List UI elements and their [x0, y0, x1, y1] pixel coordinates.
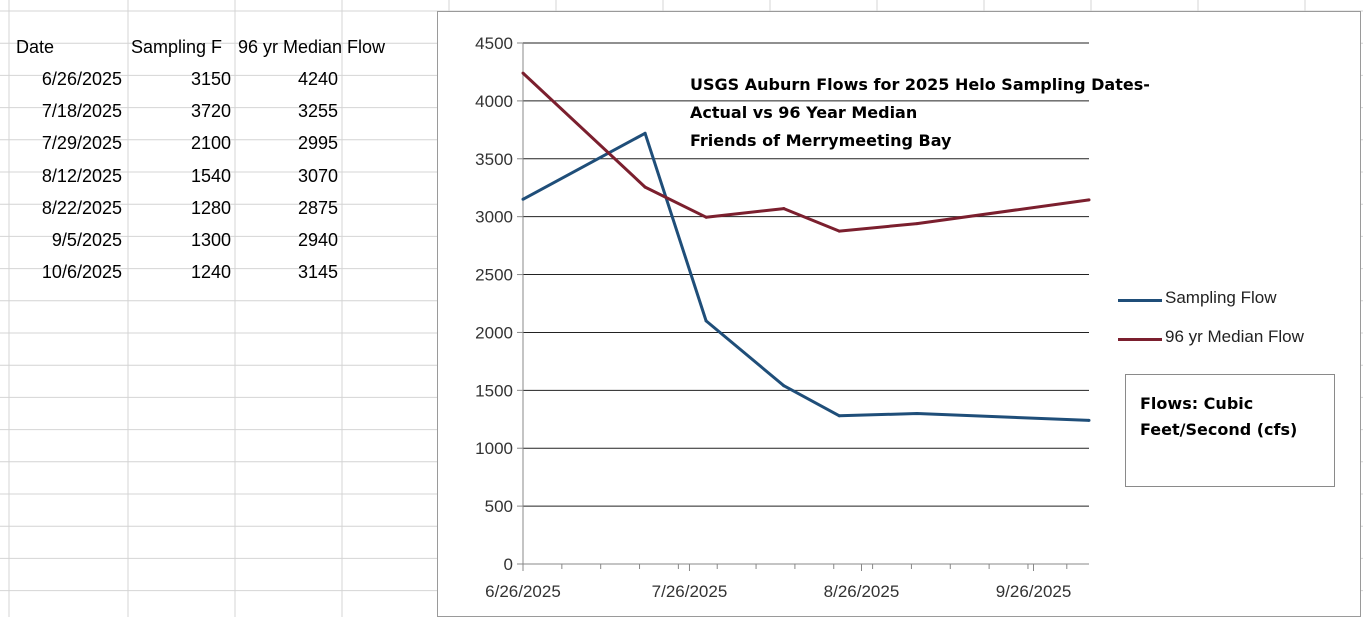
data-point: [704, 319, 708, 323]
sheet-cell[interactable]: 3150: [190, 69, 231, 89]
sheet-cell[interactable]: 3720: [190, 101, 231, 122]
data-point: [521, 71, 525, 75]
data-point: [1087, 418, 1091, 422]
sheet-cell[interactable]: 2995: [297, 133, 338, 154]
series-line-1: [521, 72, 1090, 233]
y-tick-label: 500: [485, 497, 513, 516]
sheet-cell[interactable]: 2875: [297, 197, 338, 218]
x-tick-label: 9/26/2025: [996, 582, 1072, 601]
data-point: [782, 207, 786, 211]
sheet-cell[interactable]: 8/22/2025: [41, 197, 122, 218]
y-tick-label: 4500: [475, 34, 513, 53]
sheet-cell[interactable]: 96 yr Median Flow: [238, 37, 386, 57]
y-tick-label: 2500: [475, 266, 513, 285]
data-point: [915, 411, 919, 415]
data-point: [643, 131, 647, 135]
data-point: [1087, 198, 1091, 202]
chart-area[interactable]: 0 500 1000 1500 2000 2500 3000 3500 4000 4500 6/26…: [437, 11, 1361, 617]
legend-swatch-sampling-flow: [1118, 299, 1162, 302]
legend-label-sampling-flow: Sampling Flow: [1165, 288, 1277, 307]
sheet-cell[interactable]: 3255: [297, 101, 338, 122]
data-point: [704, 215, 708, 219]
y-tick-label: 4000: [475, 92, 513, 111]
sheet-cell[interactable]: 10/6/2025: [41, 262, 122, 283]
chart-title-line-1: USGS Auburn Flows for 2025 Helo Sampling…: [690, 75, 1150, 94]
y-tick-label: 0: [504, 555, 513, 574]
data-point: [915, 222, 919, 226]
sheet-cell[interactable]: 1240: [190, 262, 231, 283]
chart-title-line-3: Friends of Merrymeeting Bay: [690, 131, 952, 150]
line-chart: 0 500 1000 1500 2000 2500 3000 3500 4000 4500 6/26…: [475, 34, 1091, 601]
sheet-cell[interactable]: Sampling F: [131, 37, 223, 57]
sheet-cell[interactable]: 1300: [190, 230, 231, 250]
sheet-cell[interactable]: 2940: [297, 230, 338, 250]
y-tick-label: 2000: [475, 323, 513, 342]
data-point: [643, 185, 647, 189]
x-tick-label: 8/26/2025: [824, 582, 900, 601]
data-point: [837, 229, 841, 233]
x-tick-label: 6/26/2025: [485, 582, 561, 601]
y-tick-label: 1000: [475, 439, 513, 458]
sheet-cell[interactable]: 4240: [297, 69, 338, 89]
series-line-0: [522, 131, 1090, 422]
chart-title-line-2: Actual vs 96 Year Median: [690, 103, 918, 122]
y-tick-label: 3500: [475, 150, 513, 169]
y-tick-label: 3000: [475, 208, 513, 227]
sheet-cell[interactable]: 8/12/2025: [41, 165, 122, 186]
sheet-cell[interactable]: Date: [16, 37, 55, 57]
legend-swatch-median-flow: [1118, 338, 1162, 341]
sheet-cell[interactable]: 3070: [297, 165, 338, 186]
units-annotation: Flows: Cubic Feet/Second (cfs): [1140, 394, 1298, 439]
sheet-cell[interactable]: 9/5/2025: [51, 230, 122, 250]
x-tick-label: 7/26/2025: [652, 582, 728, 601]
sheet-cell[interactable]: 1280: [190, 197, 231, 218]
y-tick-label: 1500: [475, 381, 513, 400]
sheet-cell[interactable]: 7/18/2025: [41, 101, 122, 122]
units-annotation-box: Flows: Cubic Feet/Second (cfs): [1125, 374, 1335, 487]
sheet-cell[interactable]: 1540: [190, 165, 231, 186]
sheet-cell[interactable]: 7/29/2025: [41, 133, 122, 154]
legend-label-median-flow: 96 yr Median Flow: [1165, 327, 1304, 346]
data-point: [521, 197, 525, 201]
sheet-cell[interactable]: 2100: [190, 133, 231, 154]
data-point: [837, 414, 841, 418]
sheet-cell[interactable]: 6/26/2025: [41, 69, 122, 89]
data-point: [782, 384, 786, 388]
sheet-cell[interactable]: 3145: [297, 262, 338, 283]
